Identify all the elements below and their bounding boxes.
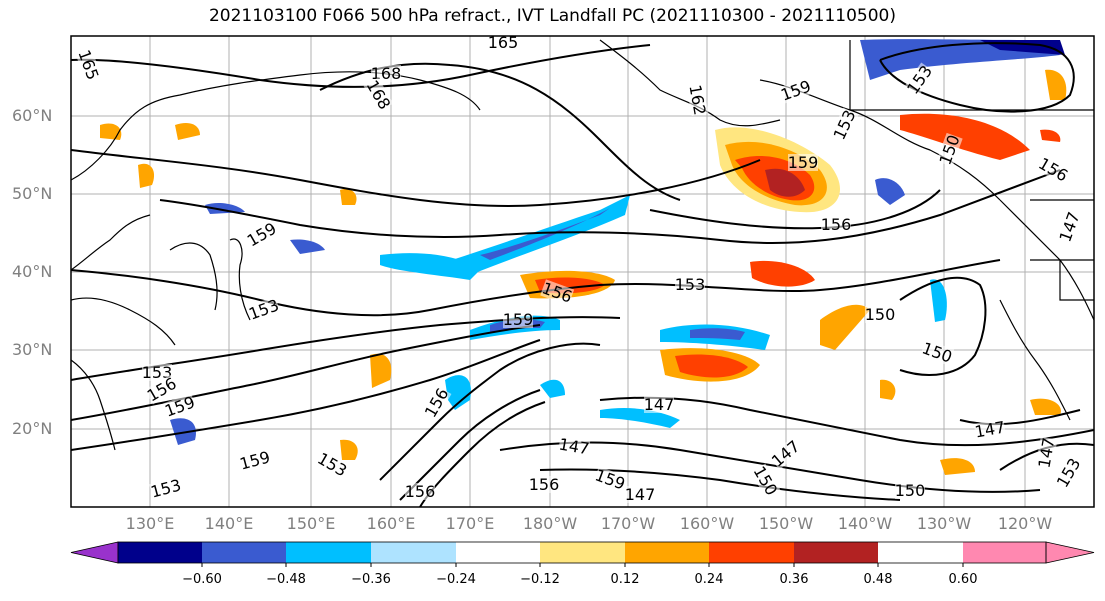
colorbar-segment bbox=[794, 542, 878, 563]
contour-label-bg bbox=[162, 393, 197, 420]
contour-label-bg bbox=[778, 77, 813, 104]
colorbar-tick-label: −0.36 bbox=[351, 572, 391, 587]
contour-label: 147 bbox=[644, 395, 675, 414]
contour-label: 159 bbox=[503, 310, 534, 329]
coastlines bbox=[71, 39, 1094, 451]
colorbar-segment bbox=[202, 542, 286, 563]
contour-label-bg bbox=[821, 216, 851, 233]
contour-label-bg bbox=[315, 449, 350, 480]
contour-label-bg bbox=[1053, 455, 1084, 490]
colorbar-segment bbox=[709, 542, 794, 563]
contour-label-bg bbox=[142, 364, 172, 381]
colorbar-tick-label: 0.24 bbox=[694, 572, 724, 587]
contour-label-bg bbox=[895, 482, 925, 499]
colorbar-segment bbox=[286, 542, 371, 563]
lon-label: 160°W bbox=[679, 514, 735, 533]
contour-label-bg bbox=[865, 306, 895, 323]
contour-label-bg bbox=[920, 339, 955, 366]
contour-label-bg bbox=[557, 435, 591, 458]
colorbar-tick-label: 0.12 bbox=[610, 572, 640, 587]
contour-label-bg bbox=[788, 154, 818, 171]
contour-label-bg bbox=[830, 107, 859, 142]
lon-label: 140°W bbox=[837, 514, 893, 533]
contour-label-bg bbox=[540, 279, 575, 306]
contour-label: 159 bbox=[788, 153, 819, 172]
contour-label-bg bbox=[686, 83, 709, 117]
ivt-anomaly-fill bbox=[100, 39, 1067, 475]
colorbar-tick-label: −0.12 bbox=[520, 572, 560, 587]
map-title: 2021103100 F066 500 hPa refract., IVT La… bbox=[208, 6, 896, 26]
contour-label-bg bbox=[405, 483, 435, 500]
colorbar-tick-label: 0.60 bbox=[948, 572, 978, 587]
contour-label-bg bbox=[488, 36, 518, 51]
colorbar-extend-low bbox=[70, 541, 119, 564]
colorbar-segment bbox=[118, 542, 202, 563]
contour-label-bg bbox=[421, 385, 452, 420]
contour-label-bg bbox=[936, 132, 963, 167]
contour-label-bg bbox=[675, 276, 705, 293]
contour-label-bg bbox=[625, 486, 655, 503]
contour-label-bg bbox=[1056, 209, 1083, 244]
contour-label-bg bbox=[644, 396, 674, 413]
contour-label: 150 bbox=[865, 305, 896, 324]
contour-label-bg bbox=[973, 418, 1007, 441]
colorbar-segment bbox=[963, 542, 1046, 563]
lon-label: 140°E bbox=[204, 514, 254, 533]
colorbar-segment bbox=[371, 542, 456, 563]
colorbar-tick-label: 0.48 bbox=[863, 572, 893, 587]
colorbar-segment bbox=[625, 542, 709, 563]
lat-label: 40°N bbox=[12, 262, 53, 281]
contour-label-bg bbox=[750, 463, 781, 498]
contour-label-bg bbox=[593, 466, 628, 493]
lon-label: 150°W bbox=[758, 514, 814, 533]
contour-label-bg bbox=[144, 374, 179, 405]
colorbar-segment bbox=[540, 542, 625, 563]
contour-label-bg bbox=[75, 47, 102, 82]
colorbar-tick-label: −0.60 bbox=[182, 572, 222, 587]
contour-label: 150 bbox=[895, 481, 926, 500]
lon-label: 120°W bbox=[997, 514, 1053, 533]
contour-label-bg bbox=[1035, 436, 1058, 470]
colorbar-tick-label: −0.24 bbox=[436, 572, 476, 587]
lon-label: 170°W bbox=[600, 514, 656, 533]
lat-label: 50°N bbox=[12, 184, 53, 203]
map-border bbox=[70, 35, 1095, 508]
contour-label-bg bbox=[149, 476, 183, 501]
lon-label: 160°E bbox=[366, 514, 416, 533]
colorbar-extend-high bbox=[1045, 541, 1095, 564]
contour-label: 156 bbox=[405, 482, 436, 501]
contour-label-bg bbox=[246, 296, 281, 323]
colorbar-tick-label: −0.48 bbox=[266, 572, 306, 587]
contour-label-bg bbox=[371, 65, 401, 82]
contour-label-bg bbox=[503, 311, 533, 328]
contour-label: 153 bbox=[142, 363, 173, 382]
lon-label: 170°E bbox=[445, 514, 495, 533]
contour-label-bg bbox=[238, 448, 272, 473]
colorbar bbox=[70, 541, 1095, 567]
contour-label-bg bbox=[1036, 154, 1071, 185]
contour-label-bg bbox=[904, 62, 936, 97]
lon-label: 180°W bbox=[522, 514, 578, 533]
lon-label: 150°E bbox=[286, 514, 336, 533]
lat-label: 60°N bbox=[12, 106, 53, 125]
contour-label: 147 bbox=[625, 485, 656, 504]
lat-label: 20°N bbox=[12, 419, 53, 438]
colorbar-outline bbox=[117, 541, 1047, 564]
lon-label: 130°W bbox=[916, 514, 972, 533]
contour-label-bg bbox=[768, 437, 803, 470]
contour-label-bg bbox=[529, 476, 559, 493]
contour-label-bg bbox=[244, 219, 279, 250]
contour-label: 153 bbox=[675, 275, 706, 294]
lon-label: 130°E bbox=[125, 514, 175, 533]
contour-label: 156 bbox=[529, 475, 560, 494]
contour-label-bg bbox=[363, 77, 394, 112]
contour-label: 156 bbox=[821, 215, 852, 234]
colorbar-tick-label: 0.36 bbox=[779, 572, 809, 587]
colorbar-segment bbox=[456, 542, 540, 563]
lat-label: 30°N bbox=[12, 340, 53, 359]
contour-label: 165 bbox=[488, 33, 519, 52]
